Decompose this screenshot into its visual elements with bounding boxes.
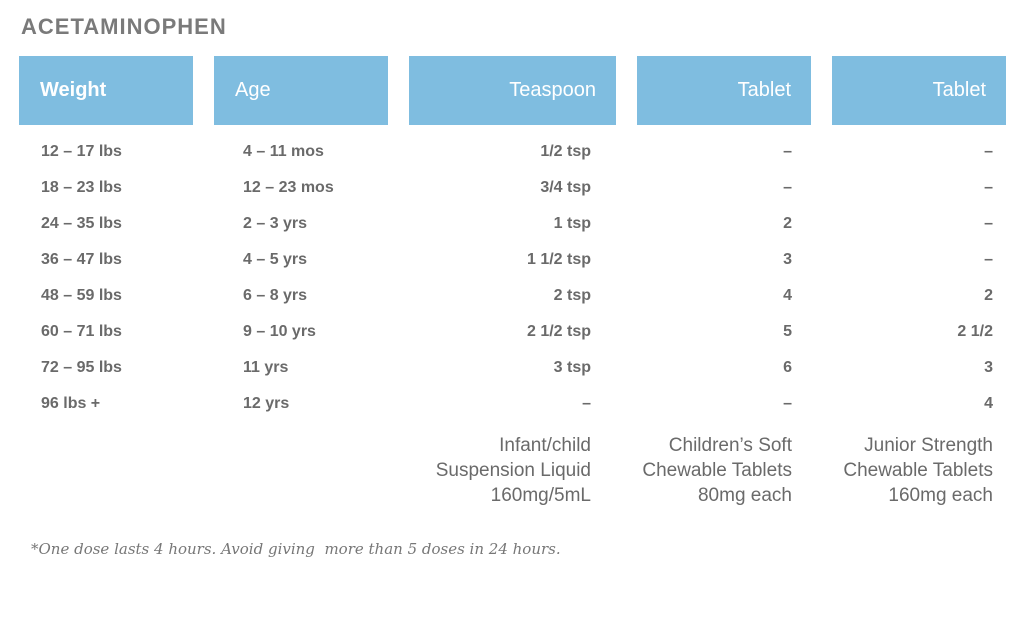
junior-tablet-cell: – xyxy=(984,143,993,160)
teaspoon-cell: 1/2 tsp xyxy=(540,143,591,160)
column-header-teaspoon: Teaspoon xyxy=(409,56,616,125)
column-header-label: Tablet xyxy=(932,79,986,101)
teaspoon-cell: 1 1/2 tsp xyxy=(526,251,591,268)
teaspoon-cell: – xyxy=(582,395,591,412)
table-row: 60 – 71 lbs 9 – 10 yrs 2 1/2 tsp 5 2 1/2 xyxy=(0,314,1024,350)
weight-cell: 48 – 59 lbs xyxy=(41,287,122,304)
column-header-weight: Weight xyxy=(19,56,193,125)
column-header-tablet-childrens: Tablet xyxy=(637,56,811,125)
age-cell: 9 – 10 yrs xyxy=(243,323,316,340)
weight-cell: 36 – 47 lbs xyxy=(41,251,122,268)
product-line: 160mg/5mL xyxy=(490,485,591,506)
junior-tablet-cell: – xyxy=(984,215,993,232)
age-cell: 12 – 23 mos xyxy=(243,179,334,196)
childrens-tablet-cell: – xyxy=(783,143,792,160)
teaspoon-cell: 2 1/2 tsp xyxy=(526,323,591,340)
table-row: 36 – 47 lbs 4 – 5 yrs 1 1/2 tsp 3 – xyxy=(0,242,1024,278)
teaspoon-cell: 3/4 tsp xyxy=(540,179,591,196)
product-line: 160mg each xyxy=(888,485,993,506)
product-line: 80mg each xyxy=(697,485,792,506)
column-header-tablet-junior: Tablet xyxy=(832,56,1006,125)
age-cell: 12 yrs xyxy=(243,395,290,412)
product-line: Suspension Liquid xyxy=(435,460,591,481)
product-line: Chewable Tablets xyxy=(843,460,993,481)
product-line: Infant/child xyxy=(499,435,591,456)
junior-tablet-cell: 2 1/2 xyxy=(957,323,993,340)
product-line: Junior Strength xyxy=(864,435,993,456)
junior-tablet-cell: 3 xyxy=(984,359,993,376)
table-row: 96 lbs + 12 yrs – – 4 xyxy=(0,386,1024,422)
age-cell: 2 – 3 yrs xyxy=(243,215,308,232)
junior-tablet-cell: – xyxy=(984,179,993,196)
dosage-table-body: 12 – 17 lbs 4 – 11 mos 1/2 tsp – – 18 – … xyxy=(0,134,1024,422)
age-cell: 4 – 11 mos xyxy=(243,143,324,160)
table-row: 12 – 17 lbs 4 – 11 mos 1/2 tsp – – xyxy=(0,134,1024,170)
childrens-tablet-cell: 5 xyxy=(783,323,792,340)
product-line: Children’s Soft xyxy=(668,435,792,456)
childrens-tablet-cell: 3 xyxy=(783,251,792,268)
age-cell: 11 yrs xyxy=(243,359,289,376)
column-header-age: Age xyxy=(214,56,388,125)
childrens-tablet-cell: 2 xyxy=(783,215,792,232)
column-header-label: Teaspoon xyxy=(509,79,596,101)
teaspoon-cell: 1 tsp xyxy=(553,215,591,232)
weight-cell: 96 lbs + xyxy=(41,395,101,412)
teaspoon-cell: 2 tsp xyxy=(553,287,591,304)
childrens-tablet-cell: – xyxy=(783,179,792,196)
table-row: 72 – 95 lbs 11 yrs 3 tsp 6 3 xyxy=(0,350,1024,386)
childrens-tablet-cell: 6 xyxy=(783,359,792,376)
teaspoon-cell: 3 tsp xyxy=(553,359,591,376)
junior-tablet-cell: – xyxy=(984,251,993,268)
dosage-note: *One dose lasts 4 hours. Avoid giving mo… xyxy=(31,540,561,558)
column-header-label: Age xyxy=(235,79,271,101)
junior-tablet-cell: 4 xyxy=(984,395,993,412)
weight-cell: 12 – 17 lbs xyxy=(41,143,122,160)
weight-cell: 72 – 95 lbs xyxy=(41,359,122,376)
table-row: 18 – 23 lbs 12 – 23 mos 3/4 tsp – – xyxy=(0,170,1024,206)
table-row: 48 – 59 lbs 6 – 8 yrs 2 tsp 4 2 xyxy=(0,278,1024,314)
age-cell: 6 – 8 yrs xyxy=(243,287,308,304)
junior-tablet-cell: 2 xyxy=(984,287,993,304)
product-line: Chewable Tablets xyxy=(642,460,792,481)
childrens-tablet-product-description: Children’s Soft Chewable Tablets 80mg ea… xyxy=(642,433,792,508)
childrens-tablet-cell: 4 xyxy=(783,287,792,304)
column-header-label: Tablet xyxy=(737,79,791,101)
weight-cell: 60 – 71 lbs xyxy=(41,323,122,340)
table-row: 24 – 35 lbs 2 – 3 yrs 1 tsp 2 – xyxy=(0,206,1024,242)
junior-tablet-product-description: Junior Strength Chewable Tablets 160mg e… xyxy=(843,433,993,508)
childrens-tablet-cell: – xyxy=(783,395,792,412)
weight-cell: 24 – 35 lbs xyxy=(41,215,122,232)
page-title: ACETAMINOPHEN xyxy=(21,14,227,39)
weight-cell: 18 – 23 lbs xyxy=(41,179,122,196)
column-header-label: Weight xyxy=(40,79,107,101)
teaspoon-product-description: Infant/child Suspension Liquid 160mg/5mL xyxy=(436,433,591,508)
age-cell: 4 – 5 yrs xyxy=(243,251,308,268)
